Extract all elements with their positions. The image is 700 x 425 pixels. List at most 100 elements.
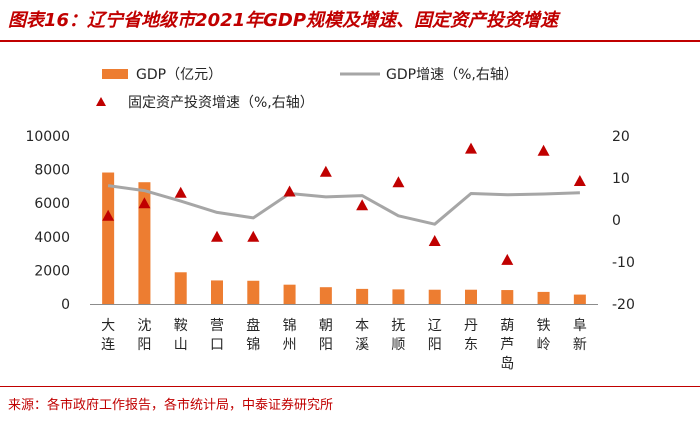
category-label: 阜新 [573, 317, 587, 353]
category-label-char: 溪 [355, 337, 369, 353]
gdp-bar [102, 172, 115, 304]
category-label: 葫芦岛 [500, 318, 514, 372]
category-label-char: 岭 [537, 337, 551, 353]
gdp-bar [319, 287, 332, 304]
legend-fai-swatch [96, 97, 106, 106]
category-label-char: 抚 [391, 318, 405, 334]
category-label: 铁岭 [537, 318, 551, 353]
fai-growth-marker [428, 235, 441, 246]
source-note: 来源：各市政府工作报告，各市统计局，中泰证券研究所 [8, 398, 334, 413]
gdp-growth-line [107, 184, 580, 226]
bar-series [102, 172, 586, 304]
category-label-char: 丹 [464, 318, 478, 334]
gdp-bar [573, 294, 586, 304]
left-tick-label: 10000 [25, 129, 70, 145]
fai-growth-marker [501, 253, 514, 265]
legend-gdp-swatch [102, 69, 128, 79]
category-label: 本溪 [355, 318, 369, 353]
gdp-bar [283, 284, 296, 304]
legend: GDP（亿元） GDP增速（%,右轴） 固定资产投资增速（%,右轴） [96, 67, 518, 111]
category-label-char: 岛 [500, 356, 514, 372]
gdp-bar [428, 289, 441, 304]
gdp-bar [501, 290, 514, 304]
category-label-char: 锦 [246, 336, 260, 353]
gdp-bar [211, 280, 223, 304]
category-label-char: 大 [101, 318, 115, 334]
gdp-bar [138, 182, 151, 304]
left-tick-label: 2000 [34, 263, 70, 279]
gdp-bar [392, 289, 405, 304]
left-axis-ticks: 0 2000 4000 6000 8000 10000 [25, 129, 70, 313]
right-tick-label: 10 [612, 171, 630, 187]
chart-title: 图表16：辽宁省地级市2021年GDP规模及增速、固定资产投资增速 [8, 10, 559, 31]
category-label-char: 新 [573, 337, 587, 353]
category-label: 营口 [210, 318, 224, 353]
right-tick-label: 0 [612, 213, 621, 229]
category-label-char: 锦 [283, 317, 297, 334]
gdp-bar [537, 291, 550, 304]
left-tick-label: 4000 [34, 230, 70, 246]
category-label: 鞍山 [174, 318, 188, 353]
category-label-char: 山 [174, 337, 188, 353]
fai-growth-marker [211, 230, 223, 242]
fai-growth-marker [573, 174, 586, 186]
legend-fai-label: 固定资产投资增速（%,右轴） [128, 95, 314, 111]
right-tick-label: -20 [612, 297, 635, 313]
category-label: 抚顺 [391, 318, 405, 353]
gdp-bar [247, 280, 260, 304]
title-rule [0, 40, 700, 42]
left-tick-label: 0 [61, 297, 70, 313]
gdp-bar [465, 289, 477, 304]
category-label-char: 口 [210, 337, 224, 353]
fai-growth-marker [174, 186, 187, 198]
left-tick-label: 6000 [34, 196, 70, 212]
gdp-bar [356, 288, 369, 304]
category-label-char: 营 [210, 318, 224, 334]
fai-growth-marker [102, 209, 115, 221]
category-label-char: 葫 [500, 318, 514, 334]
right-axis-ticks: -20 -10 0 10 20 [612, 129, 635, 313]
category-label-char: 阳 [319, 337, 333, 353]
source-rule [0, 386, 700, 387]
fai-growth-marker [537, 144, 550, 156]
category-label-char: 州 [283, 337, 297, 353]
legend-gdp-label: GDP（亿元） [136, 67, 222, 83]
category-label-char: 阳 [428, 337, 442, 353]
legend-growth-label: GDP增速（%,右轴） [386, 67, 518, 83]
category-label-char: 阳 [137, 337, 151, 353]
fai-growth-marker [247, 230, 260, 242]
category-label: 辽阳 [428, 318, 442, 353]
category-label-char: 东 [464, 337, 478, 353]
left-tick-label: 8000 [34, 163, 70, 179]
category-label-char: 本 [355, 318, 369, 334]
category-label-char: 阜 [573, 317, 587, 334]
fai-growth-marker [465, 142, 477, 154]
line-series [107, 184, 580, 226]
right-tick-label: 20 [612, 129, 630, 145]
category-label-char: 连 [101, 337, 115, 353]
category-label: 沈阳 [137, 318, 151, 353]
category-label: 盘锦 [246, 317, 260, 353]
right-tick-label: -10 [612, 255, 635, 271]
category-label: 锦州 [283, 317, 297, 353]
category-label: 朝阳 [319, 318, 333, 353]
category-label-char: 鞍 [174, 318, 188, 334]
fai-growth-marker [319, 165, 332, 177]
category-label: 大连 [101, 318, 115, 353]
fai-growth-marker [392, 176, 405, 188]
fai-growth-marker [356, 199, 369, 211]
category-label-char: 铁 [537, 318, 551, 334]
category-label-char: 朝 [319, 318, 333, 334]
fai-growth-marker [138, 197, 151, 209]
category-label-char: 盘 [246, 317, 260, 334]
category-label-char: 辽 [428, 318, 442, 334]
marker-series [102, 142, 586, 265]
category-label: 丹东 [464, 318, 478, 353]
fai-growth-marker [283, 185, 296, 197]
gdp-bar [174, 272, 187, 304]
category-label-char: 沈 [137, 318, 151, 334]
category-label-char: 顺 [391, 337, 405, 353]
category-label-char: 芦 [500, 337, 514, 353]
